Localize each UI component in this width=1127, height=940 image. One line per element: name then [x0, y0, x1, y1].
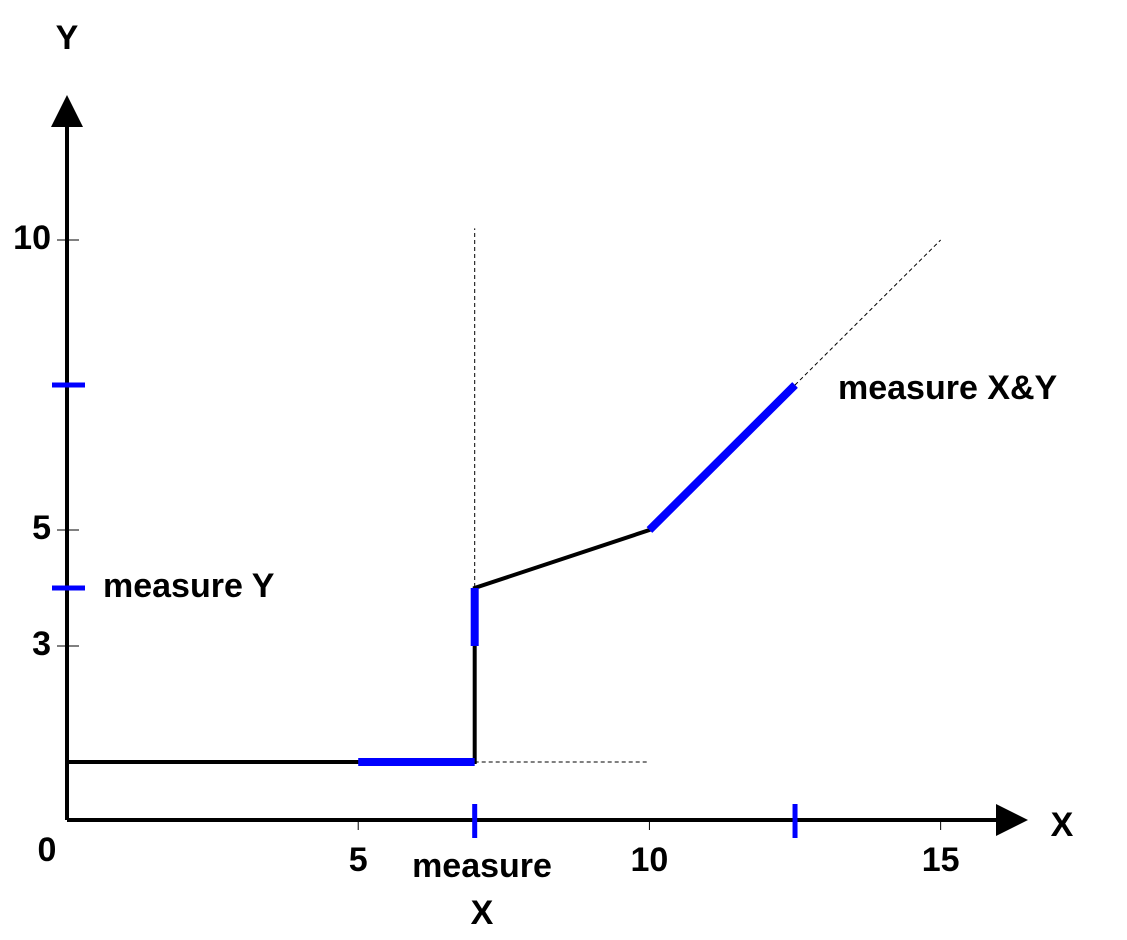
x-tick-label: 10: [631, 841, 669, 879]
y-tick-label: 10: [13, 219, 51, 257]
y-tick-label: 3: [32, 625, 51, 663]
y-axis-arrow: [51, 95, 83, 127]
y-tick-label: 5: [32, 509, 51, 547]
y-axis-label: Y: [56, 19, 79, 57]
guide-line: [794, 239, 941, 386]
origin-label: 0: [38, 831, 57, 869]
annotation: X: [471, 894, 494, 932]
annotation: measure X&Y: [838, 369, 1058, 407]
annotation: measure: [412, 847, 552, 885]
highlight-segment: [646, 382, 798, 533]
annotation: measure Y: [103, 567, 275, 605]
x-axis-label: X: [1051, 806, 1074, 844]
x-tick-label: 5: [349, 841, 368, 879]
x-tick-label: 15: [922, 841, 960, 879]
x-axis-arrow: [996, 804, 1028, 836]
